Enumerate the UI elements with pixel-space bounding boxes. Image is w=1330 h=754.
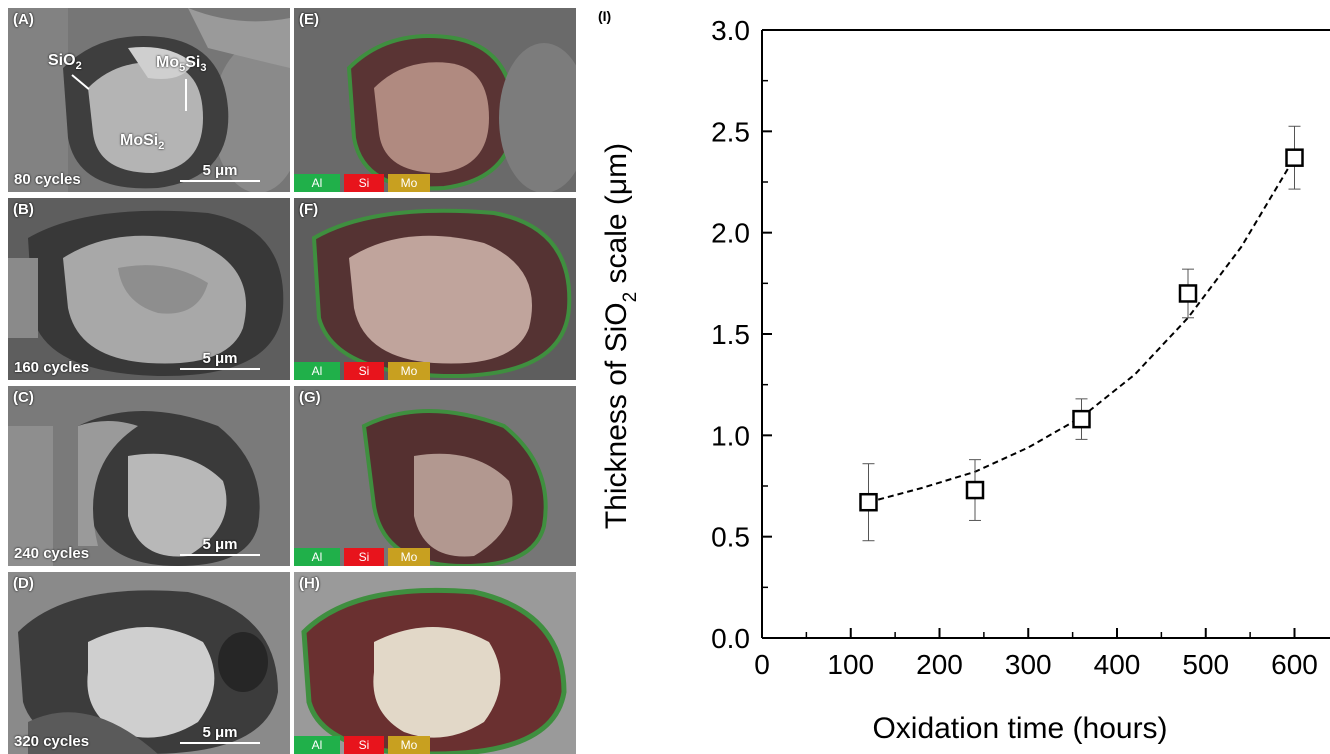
sem-panel-d: (D) 320 cycles 5 μm [8,572,290,754]
scale-bar-c: 5 μm [180,536,260,556]
panel-label-d: (D) [13,575,34,592]
sem-panel-b: (B) 160 cycles 5 μm [8,198,290,380]
eds-panel-f: (F) Al Si Mo [294,198,576,380]
y-tick-label: 0.0 [711,623,750,654]
scale-bar-b: 5 μm [180,350,260,370]
panel-label-f: (F) [299,201,319,218]
eds-image-e [294,8,576,192]
x-tick-label: 400 [1094,649,1141,680]
legend-si: Si [344,548,384,566]
legend-al: Al [294,736,340,754]
panel-label-c: (C) [13,389,34,406]
panel-label-e: (E) [299,11,319,28]
fit-curve [868,157,1296,504]
legend-al: Al [294,548,340,566]
y-tick-label: 1.5 [711,319,750,350]
legend-mo: Mo [388,362,430,380]
chart-ticks: 0 100 200 300 400 500 600 0.0 0.5 1.0 1.5 2.0 2.5 3.0 [711,15,1318,680]
legend-si: Si [344,174,384,192]
legend-mo: Mo [388,736,430,754]
element-legend-e: Al Si Mo [294,174,430,192]
sem-image-c [8,386,290,566]
phase-label-mo5si3: Mo5Si3 [156,54,207,75]
x-tick-label: 500 [1182,649,1229,680]
y-tick-label: 2.0 [711,218,750,249]
sem-image-b [8,198,290,380]
legend-si: Si [344,362,384,380]
fit-curve-group [868,157,1296,504]
eds-panel-g: (G) Al Si Mo [294,386,576,566]
panel-label-b: (B) [13,201,34,218]
element-legend-h: Al Si Mo [294,736,430,754]
sem-panel-c: (C) 240 cycles 5 μm [8,386,290,566]
legend-al: Al [294,174,340,192]
legend-si: Si [344,736,384,754]
data-point [1285,148,1304,167]
phase-label-sio2: SiO2 [48,52,82,73]
element-legend-f: Al Si Mo [294,362,430,380]
sem-panel-a: (A) SiO2 Mo5Si3 MoSi2 80 cycles 5 μm [8,8,290,192]
data-point [859,492,878,512]
data-points [859,125,1304,542]
data-point [965,480,985,500]
legend-al: Al [294,362,340,380]
legend-mo: Mo [388,548,430,566]
sem-image-d [8,572,290,754]
y-axis-label: Thickness of SiO2 scale (μm) [600,143,641,529]
cycles-label-a: 80 cycles [14,171,81,188]
y-tick-label: 0.5 [711,522,750,553]
eds-panel-e: (E) Al Si Mo [294,8,576,192]
y-tick-label: 3.0 [711,15,750,46]
scale-bar-a: 5 μm [180,162,260,182]
y-tick-label: 2.5 [711,116,750,147]
x-tick-label: 600 [1271,649,1318,680]
data-point [1178,284,1198,303]
legend-mo: Mo [388,174,430,192]
chart-axes [761,29,1330,639]
panel-label-g: (G) [299,389,321,406]
thickness-chart: 0 100 200 300 400 500 600 0.0 0.5 1.0 1.5 2.0 2.5 3.0… [600,15,1330,745]
eds-panel-h: (H) Al Si Mo [294,572,576,754]
x-tick-label: 0 [754,649,770,680]
x-axis-label: Oxidation time (hours) [872,712,1167,745]
x-tick-label: 200 [916,649,963,680]
cycles-label-d: 320 cycles [14,733,90,750]
eds-image-g [294,386,576,566]
eds-image-h [294,572,576,754]
x-tick-label: 300 [1005,649,1052,680]
panel-label-a: (A) [13,11,34,28]
panel-label-h: (H) [299,575,320,592]
x-tick-label: 100 [827,649,874,680]
y-tick-label: 1.0 [711,420,750,451]
chart-panel-label: (I) [598,8,612,24]
scale-bar-d: 5 μm [180,724,260,744]
data-point [1072,409,1091,429]
arrow-mo5si3 [185,79,187,111]
phase-label-mosi2: MoSi2 [120,132,165,153]
eds-image-f [294,198,576,380]
element-legend-g: Al Si Mo [294,548,430,566]
cycles-label-c: 240 cycles [14,545,90,562]
cycles-label-b: 160 cycles [14,359,90,376]
sem-image-a [8,8,290,192]
